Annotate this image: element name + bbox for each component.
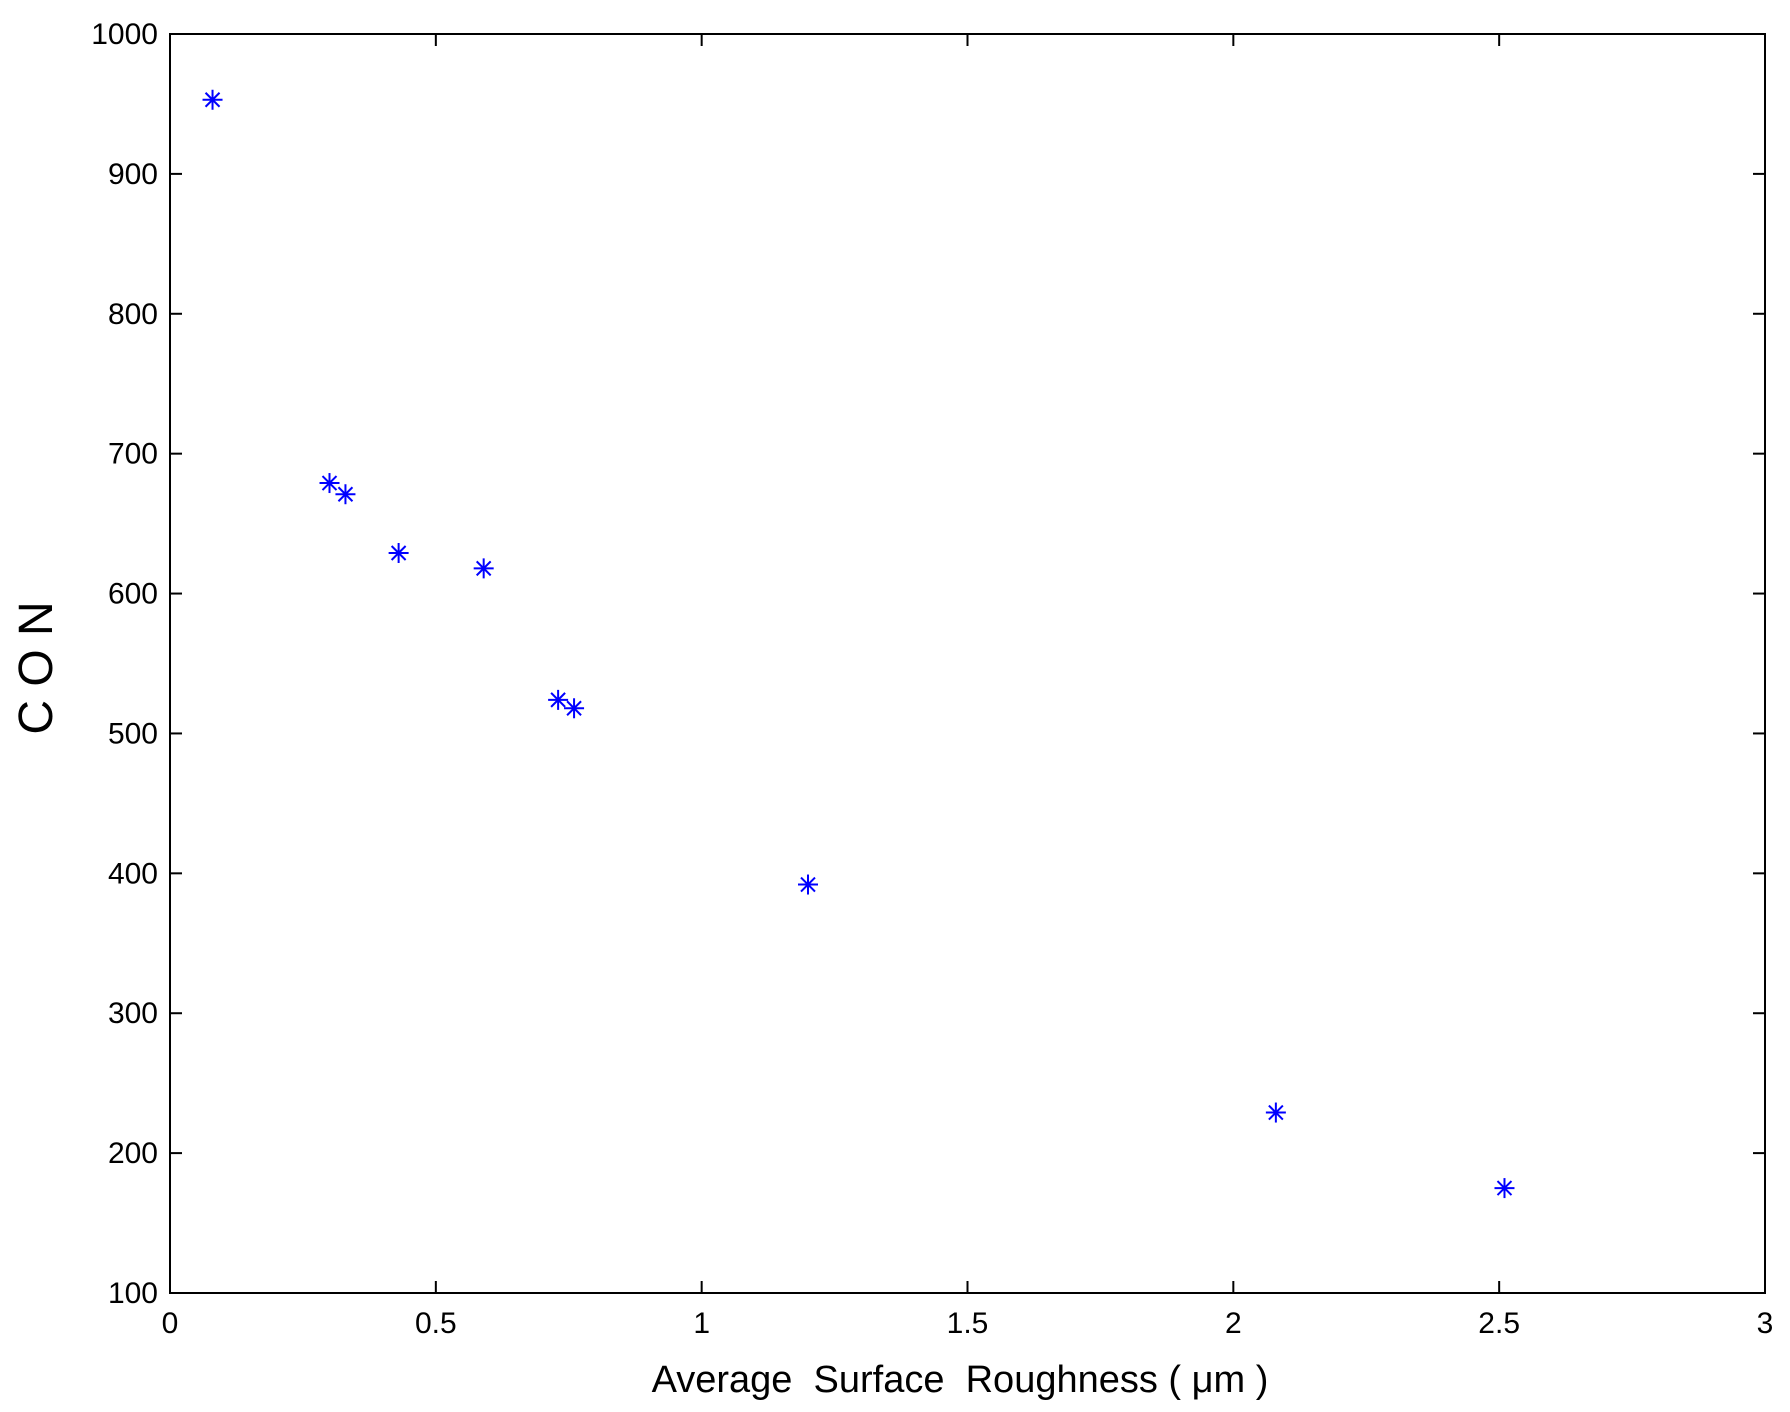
x-tick-label: 3 xyxy=(1757,1307,1774,1340)
data-point xyxy=(319,473,340,494)
data-point xyxy=(1265,1102,1286,1123)
y-tick-label: 800 xyxy=(108,298,158,331)
y-tick-label: 900 xyxy=(108,158,158,191)
data-point xyxy=(548,689,569,710)
x-tick-label: 2 xyxy=(1225,1307,1242,1340)
data-point xyxy=(564,698,585,719)
y-tick-label: 1000 xyxy=(91,18,158,51)
x-axis-label: Average Surface Roughness ( μm ) xyxy=(652,1359,1269,1401)
data-point xyxy=(1494,1178,1515,1199)
data-point xyxy=(202,89,223,110)
data-point xyxy=(473,558,494,579)
data-point xyxy=(388,542,409,563)
y-tick-label: 700 xyxy=(108,438,158,471)
y-tick-label: 200 xyxy=(108,1137,158,1170)
data-point xyxy=(798,874,818,895)
y-tick-label: 600 xyxy=(108,578,158,611)
x-tick-label: 0 xyxy=(162,1307,179,1340)
x-tick-label: 0.5 xyxy=(415,1307,457,1340)
data-point xyxy=(335,484,356,505)
y-axis-label: C O N xyxy=(10,601,63,734)
x-tick-label: 1.5 xyxy=(947,1307,989,1340)
y-axis-ticks: 100 200 300 400 500 600 700 800 900 1000 xyxy=(91,18,1765,1310)
x-tick-label: 2.5 xyxy=(1478,1307,1520,1340)
x-tick-label: 1 xyxy=(693,1307,710,1340)
x-axis-ticks: 0 0.5 1 1.5 2 2.5 3 xyxy=(162,34,1774,1340)
y-tick-label: 300 xyxy=(108,997,158,1030)
y-tick-label: 400 xyxy=(108,857,158,890)
y-tick-label: 500 xyxy=(108,717,158,750)
data-series xyxy=(202,89,1515,1199)
y-tick-label: 100 xyxy=(108,1277,158,1310)
